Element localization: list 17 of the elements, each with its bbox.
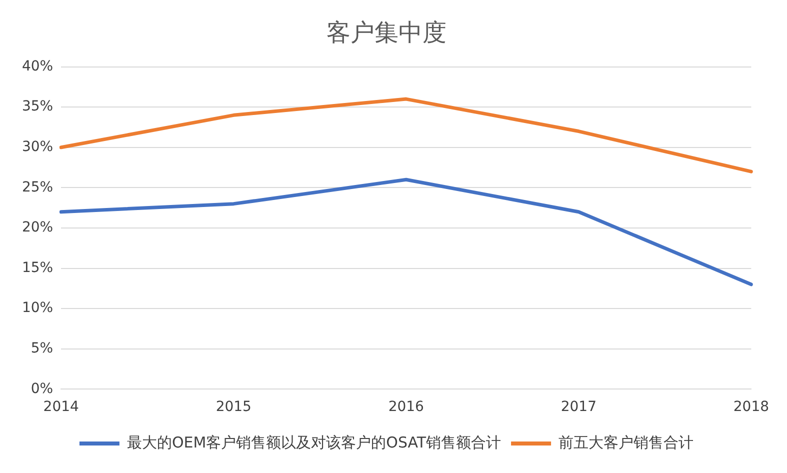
y-tick-label: 25% <box>22 179 54 196</box>
y-tick-label: 35% <box>22 98 54 115</box>
legend-label: 最大的OEM客户销售额以及对该客户的OSAT销售额合计 <box>126 433 502 452</box>
y-tick-label: 30% <box>22 139 54 156</box>
x-tick-label: 2016 <box>388 399 424 416</box>
chart-title: 客户集中度 <box>326 18 446 47</box>
y-tick-label: 10% <box>22 300 54 316</box>
y-tick-label: 15% <box>22 260 54 276</box>
x-tick-label: 2015 <box>216 399 252 416</box>
x-tick-label: 2018 <box>733 399 770 416</box>
y-tick-label: 40% <box>22 58 54 74</box>
y-tick-label: 20% <box>22 220 54 236</box>
x-tick-label: 2014 <box>43 399 80 416</box>
y-tick-label: 5% <box>30 340 54 357</box>
legend-label: 前五大客户销售合计 <box>558 433 694 452</box>
y-tick-label: 0% <box>30 380 54 397</box>
x-tick-label: 2017 <box>560 399 596 416</box>
